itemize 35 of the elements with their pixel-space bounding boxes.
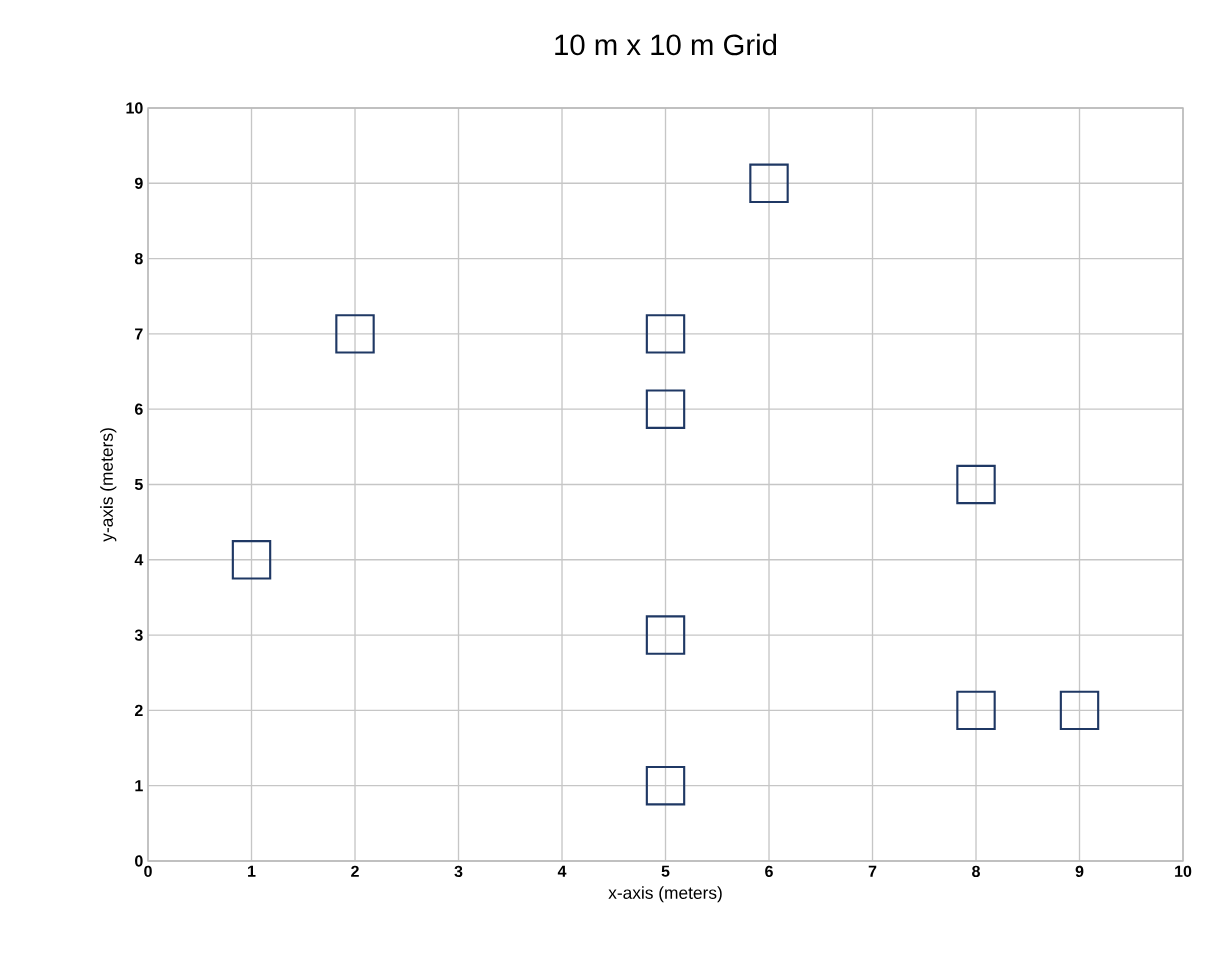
y-tick-label: 5 xyxy=(134,478,143,491)
chart-title: 10 m x 10 m Grid xyxy=(555,33,777,56)
y-tick-label: 6 xyxy=(134,403,143,415)
x-tick-label: 5 xyxy=(661,865,670,877)
x-tick-label: 3 xyxy=(454,865,463,878)
x-tick-label: 1 xyxy=(248,865,256,877)
y-tick-label: 8 xyxy=(134,252,143,265)
y-tick-label: 1 xyxy=(135,780,143,792)
x-tick-label: 10 xyxy=(1175,865,1192,878)
point xyxy=(645,389,686,429)
y-tick-label: 10 xyxy=(126,102,143,114)
point xyxy=(956,464,996,505)
y-tick-label: 7 xyxy=(135,328,143,340)
x-tick-label: 0 xyxy=(144,865,152,878)
point xyxy=(1059,690,1100,731)
y-tick-label: 4 xyxy=(134,554,144,566)
point xyxy=(749,163,789,204)
y-axis-title: y-axis (meters) xyxy=(100,428,117,542)
point xyxy=(956,690,996,731)
x-tick-label: 7 xyxy=(868,865,877,877)
point xyxy=(335,314,375,354)
point xyxy=(645,314,686,354)
x-axis-title: x-axis (meters) xyxy=(608,886,722,903)
x-tick-label: 8 xyxy=(972,865,980,878)
y-tick-label: 0 xyxy=(135,855,143,867)
point xyxy=(645,615,686,655)
y-tick-label: 2 xyxy=(134,704,143,716)
x-tick-label: 6 xyxy=(765,865,773,878)
y-tick-label: 9 xyxy=(134,177,143,189)
x-tick-label: 4 xyxy=(557,865,567,877)
x-tick-label: 2 xyxy=(351,865,359,877)
point xyxy=(231,540,272,580)
y-tick-label: 3 xyxy=(134,629,143,641)
point xyxy=(645,765,686,806)
x-tick-label: 9 xyxy=(1075,865,1084,878)
